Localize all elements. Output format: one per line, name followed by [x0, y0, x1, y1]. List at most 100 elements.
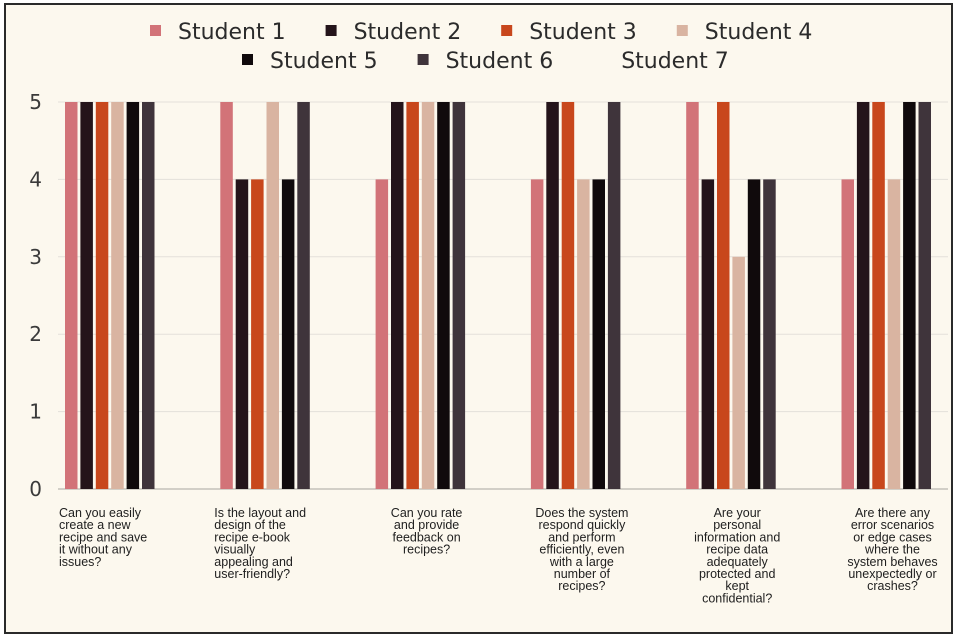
bar-student-6	[297, 102, 310, 489]
bar-student-3	[872, 102, 885, 489]
bar-student-5	[281, 179, 295, 489]
bar-student-4	[421, 102, 435, 489]
legend-swatch	[501, 25, 513, 36]
category-label-line: Can you easily	[59, 506, 142, 520]
category-label-line: kept	[725, 579, 749, 593]
category-label-line: crashes?	[867, 579, 918, 593]
bar-student-1	[686, 102, 699, 489]
bar-student-3	[717, 102, 730, 489]
y-tick-label: 1	[29, 400, 42, 424]
bar-student-3	[406, 102, 419, 489]
bar-student-1	[220, 102, 233, 489]
bar-student-4	[887, 179, 901, 489]
category-label: Are your personal information and recipe da…	[694, 506, 780, 605]
bar-student-1	[841, 179, 854, 489]
bar-student-4	[266, 102, 279, 489]
category-label-line: and provide	[394, 518, 459, 532]
bar-student-6	[918, 102, 931, 489]
category-label-line: feedback on	[393, 530, 461, 544]
legend-label: Student 4	[705, 20, 813, 45]
category-label-line: unexpectedly or	[848, 567, 936, 581]
category-label-line: error scenarios	[851, 518, 934, 532]
bar-student-6	[763, 179, 776, 489]
bar-student-4	[111, 102, 124, 489]
y-tick-label: 0	[29, 477, 42, 501]
category-label: Are there any error scenarios or edge case…	[847, 506, 937, 593]
legend-swatch	[417, 54, 429, 65]
bar-student-5	[903, 102, 916, 489]
bar-student-1	[375, 179, 389, 489]
bar-student-3	[561, 102, 575, 489]
legend-label: Student 3	[529, 20, 637, 45]
legend-swatch	[593, 54, 605, 65]
y-tick-label: 2	[29, 322, 42, 346]
legend-swatch	[676, 25, 688, 36]
bar-student-5	[437, 102, 450, 489]
bar-student-6	[142, 102, 155, 489]
category-label-line: recipes?	[558, 579, 605, 593]
legend-swatch	[150, 25, 161, 36]
bar-student-6	[452, 102, 466, 489]
category-label: Can you rate and provide feedback on recipe…	[391, 506, 463, 557]
category-label-line: efficiently, even	[539, 543, 624, 557]
bar-student-5	[592, 179, 605, 489]
bar-student-2	[80, 102, 93, 489]
category-label-line: with a large	[549, 555, 614, 569]
legend-label: Student 2	[354, 20, 462, 45]
y-tick-label: 4	[29, 167, 42, 191]
category-label-line: design of the	[214, 518, 286, 532]
category-label-line: create a new	[59, 518, 132, 532]
bar-student-2	[546, 102, 559, 489]
category-label-line: recipe and save	[59, 530, 147, 544]
bar-student-4	[732, 256, 745, 489]
bar-student-2	[856, 102, 870, 489]
legend-label: Student 6	[446, 49, 554, 74]
category-label-line: issues?	[59, 555, 101, 569]
category-label: Does the system respond quickly and perfor…	[535, 506, 628, 593]
category-label-line: respond quickly	[538, 518, 626, 532]
category-label-line: personal	[713, 518, 761, 532]
y-tick-label: 5	[29, 90, 42, 114]
category-label-line: Does the system	[535, 506, 628, 520]
bar-student-2	[391, 102, 404, 489]
category-label: Is the layout and design of the recipe e-b…	[214, 506, 306, 581]
bar-student-3	[95, 102, 109, 489]
category-label-line: visually	[214, 543, 256, 557]
legend-swatch	[325, 25, 337, 36]
legend-label: Student 1	[178, 20, 286, 45]
category-label-line: Is the layout and	[214, 506, 306, 520]
legend-label: Student 5	[270, 49, 378, 74]
bar-student-4	[577, 179, 590, 489]
category-label-line: user-friendly?	[214, 567, 290, 581]
category-label-line: number of	[554, 567, 611, 581]
category-label-line: information and	[694, 530, 780, 544]
category-label-line: recipe e-book	[214, 530, 290, 544]
legend-label: Student 7	[621, 49, 729, 74]
category-label-line: it without any	[59, 543, 133, 557]
category-label-line: protected and	[699, 567, 775, 581]
category-label-line: or edge cases	[853, 530, 932, 544]
category-label-line: confidential?	[702, 591, 772, 605]
category-label-line: recipes?	[403, 543, 450, 557]
bar-student-3	[251, 179, 264, 489]
category-label-line: where the	[864, 543, 920, 557]
y-tick-label: 3	[29, 245, 42, 269]
bar-student-5	[126, 102, 140, 489]
category-label-line: adequately	[707, 555, 769, 569]
bar-student-1	[65, 102, 78, 489]
category-label-line: Can you rate	[391, 506, 463, 520]
category-label-line: Are your	[714, 506, 761, 520]
bar-student-2	[235, 179, 249, 489]
legend-swatch	[242, 54, 253, 65]
category-label-line: system behaves	[847, 555, 937, 569]
category-label: Can you easily create a new recipe and sav…	[59, 506, 147, 569]
bar-student-1	[530, 179, 544, 489]
bar-student-2	[701, 179, 715, 489]
category-label-line: Are there any	[855, 506, 931, 520]
category-label-line: recipe data	[706, 543, 768, 557]
chart-frame	[4, 3, 953, 634]
category-label-line: and perform	[548, 530, 615, 544]
bar-student-5	[747, 179, 761, 489]
bar-student-6	[607, 102, 621, 489]
